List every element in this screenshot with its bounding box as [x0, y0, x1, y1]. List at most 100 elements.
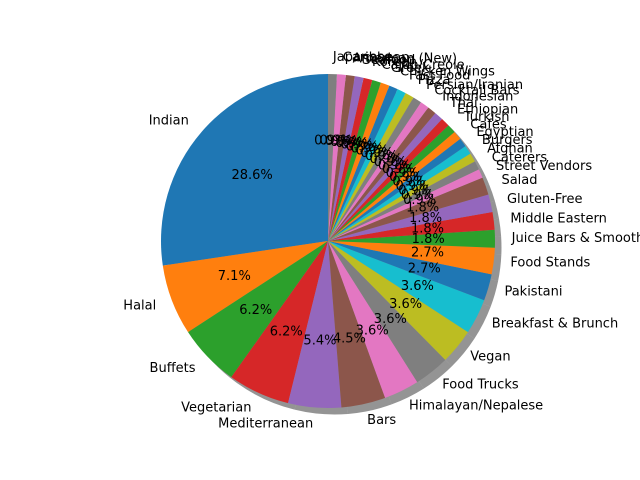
- label-pakistani: Pakistani: [504, 285, 562, 300]
- slice-burgers: [328, 146, 471, 241]
- label-gluten-free: Gluten-Free: [507, 192, 583, 207]
- slice-food-trucks: [328, 241, 446, 383]
- pct-label-cafes: 0.9%: [389, 170, 422, 185]
- pct-label-persian-iranian: 0.9%: [365, 149, 398, 164]
- pct-label-egyptian: 0.9%: [392, 174, 425, 189]
- label-vegan: Vegan: [470, 350, 510, 365]
- label-himalayan-nepalese: Himalayan/Nepalese: [409, 398, 543, 413]
- slice-turkish: [328, 125, 455, 241]
- slice-indian: [161, 74, 328, 266]
- pct-label-food-stands: 2.7%: [411, 246, 444, 261]
- pct-label-greek: 0.9%: [346, 139, 379, 154]
- slice-cajun-creole: [328, 79, 381, 241]
- pct-label-middle-eastern: 1.8%: [411, 221, 444, 236]
- pct-label-chicken-wings: 0.9%: [351, 141, 384, 156]
- label-cajun-creole: Cajun/Creole: [381, 58, 464, 73]
- pct-label-ethiopian: 0.9%: [382, 162, 415, 177]
- label-caterers: Caterers: [492, 150, 548, 165]
- pct-label-japanese: 0.9%: [314, 133, 347, 148]
- slice-ethiopian: [328, 119, 449, 241]
- pct-label-pakistani: 2.7%: [408, 261, 441, 276]
- pct-label-afghan: 0.9%: [398, 183, 431, 198]
- slice-japanese: [328, 74, 337, 241]
- slice-himalayan-nepalese: [328, 241, 418, 398]
- slice-persian-iranian: [328, 97, 422, 241]
- pct-label-breakfast-brunch: 3.6%: [401, 279, 434, 294]
- label-burgers: Burgers: [482, 133, 533, 148]
- pct-label-buffets: 6.2%: [239, 303, 272, 318]
- pct-label-burgers: 0.9%: [395, 179, 428, 194]
- pct-label-vegetarian: 6.2%: [270, 325, 303, 340]
- label-american-new: American (New): [353, 51, 458, 66]
- label-breakfast-brunch: Breakfast & Brunch: [492, 317, 618, 332]
- pct-label-indonesian: 0.9%: [374, 155, 407, 170]
- slice-middle-eastern: [328, 212, 495, 241]
- slice-breakfast-brunch: [328, 241, 485, 333]
- pct-label-bars: 4.5%: [333, 331, 366, 346]
- pct-label-korean: 0.9%: [335, 136, 368, 151]
- pct-label-indian: 28.6%: [231, 168, 272, 183]
- slice-korean: [328, 77, 373, 241]
- slice-bars: [328, 241, 386, 408]
- label-indian: Indian: [149, 114, 189, 129]
- label-japanese: Japanese: [332, 50, 392, 65]
- pct-label-pizza: 0.9%: [360, 146, 393, 161]
- label-buffets: Buffets: [150, 361, 196, 376]
- label-halal: Halal: [123, 299, 156, 314]
- slice-vegan: [328, 241, 468, 360]
- label-cocktail-bars: Cocktail Bars: [434, 84, 519, 99]
- label-persian-iranian: Persian/Iranian: [426, 78, 523, 93]
- pct-label-cajun-creole: 0.9%: [341, 138, 374, 153]
- label-greek: Greek: [391, 61, 430, 76]
- slice-buffets: [188, 241, 328, 378]
- slice-mediterranean: [288, 241, 342, 409]
- pct-label-american-new: 0.9%: [325, 134, 358, 149]
- slice-american-new: [328, 74, 355, 242]
- slice-street-vendors: [328, 169, 483, 241]
- pct-label-thai: 0.9%: [378, 159, 411, 174]
- label-street-vendors: Street Vendors: [496, 159, 592, 174]
- pct-label-food-trucks: 3.6%: [374, 312, 407, 327]
- slice-cafes: [328, 131, 461, 241]
- label-fast-food: Fast Food: [409, 69, 470, 84]
- pct-label-gluten-free: 1.8%: [409, 211, 442, 226]
- label-food-trucks: Food Trucks: [442, 377, 519, 392]
- pct-label-juice-bars-smoothies: 1.8%: [412, 232, 445, 247]
- slice-chicken-wings: [328, 85, 398, 241]
- pct-label-himalayan-nepalese: 3.6%: [356, 323, 389, 338]
- pct-label-salad: 1.8%: [406, 201, 439, 216]
- category-labels: Indian Halal Buffets VegetarianMediterranea…: [123, 50, 640, 432]
- pct-label-caribbean: 0.9%: [320, 134, 353, 149]
- label-middle-eastern: Middle Eastern: [510, 211, 606, 226]
- slice-pizza: [328, 93, 414, 241]
- slice-cocktail-bars: [328, 102, 429, 241]
- slice-afghan: [328, 153, 475, 241]
- label-salad: Salad: [501, 173, 537, 188]
- label-egyptian: Egyptian: [476, 125, 533, 140]
- slice-fast-food: [328, 89, 406, 242]
- label-turkish: Turkish: [463, 110, 510, 125]
- slice-salad: [328, 177, 489, 241]
- label-juice-bars-smoothies: Juice Bars & Smoothies: [511, 231, 640, 246]
- label-bars: Bars: [367, 413, 396, 428]
- slice-seafood: [328, 76, 364, 241]
- pct-label-street-vendors: 0.9%: [403, 193, 436, 208]
- slice-indonesian: [328, 107, 436, 242]
- pct-label-fast-food: 0.9%: [356, 144, 389, 159]
- label-thai: Thai: [449, 96, 478, 111]
- label-korean: Korean: [372, 55, 417, 70]
- label-food-stands: Food Stands: [510, 256, 590, 271]
- slice-thai: [328, 113, 443, 241]
- pct-label-halal: 7.1%: [218, 269, 251, 284]
- slice-vegetarian: [231, 241, 328, 404]
- slice-caterers: [328, 161, 479, 241]
- pct-label-caterers: 0.9%: [401, 188, 434, 203]
- label-seafood: Seafood: [362, 53, 415, 68]
- label-afghan: Afghan: [487, 142, 533, 157]
- pct-label-vegan: 3.6%: [389, 297, 422, 312]
- label-chicken-wings: Chicken Wings: [400, 65, 495, 80]
- label-mediterranean: Mediterranean: [218, 417, 313, 432]
- label-vegetarian: Vegetarian: [181, 401, 251, 416]
- slice-greek: [328, 82, 390, 241]
